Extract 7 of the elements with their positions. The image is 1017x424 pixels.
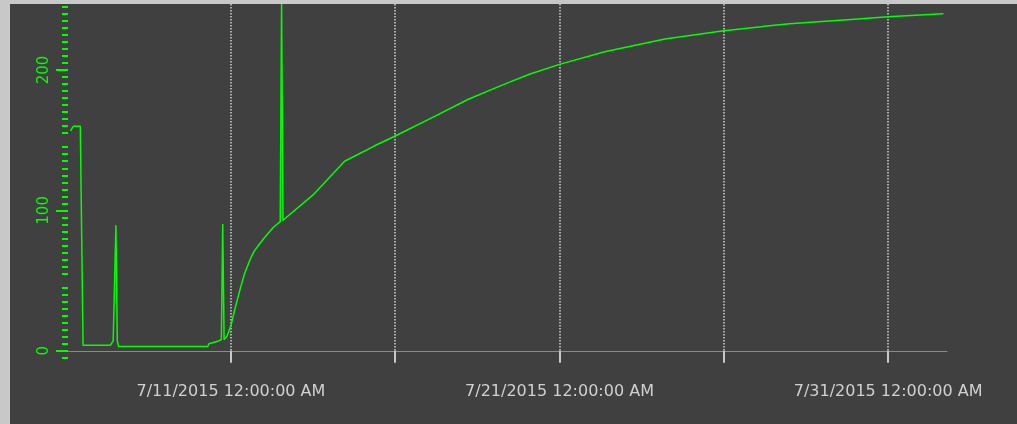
x-tick-label: 7/21/2015 12:00:00 AM xyxy=(465,380,654,400)
x-tick-label: 7/11/2015 12:00:00 AM xyxy=(136,380,326,400)
x-tick-label: 7/31/2015 12:00:00 AM xyxy=(793,380,983,400)
y-tick-label: 0 xyxy=(33,346,52,356)
y-tick-label: 200 xyxy=(33,55,52,85)
y-tick-label: 100 xyxy=(33,196,52,225)
line-series xyxy=(69,4,944,348)
